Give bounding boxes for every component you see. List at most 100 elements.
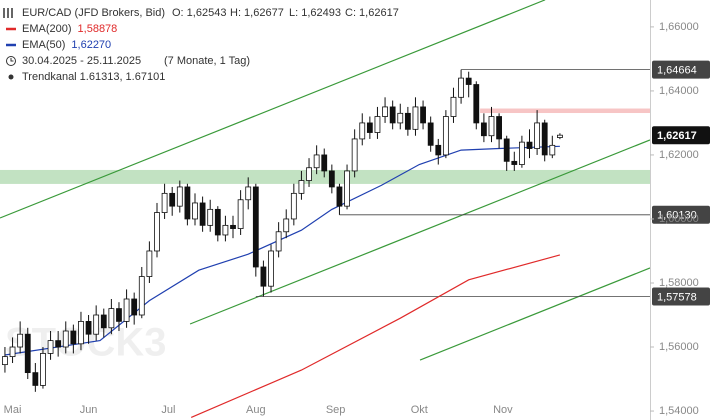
clock-icon	[6, 56, 16, 66]
candle-body	[290, 192, 297, 220]
candle-body	[450, 96, 457, 117]
candle-body	[541, 122, 548, 156]
candle-body	[283, 218, 290, 233]
candle-body	[534, 122, 541, 149]
last-price-label: 1,62617	[657, 130, 697, 142]
candle-body	[473, 84, 480, 124]
candle-body	[78, 321, 84, 345]
ema-line	[190, 254, 561, 418]
level-label: 1,60130	[657, 210, 697, 222]
period: 30.04.2025 - 25.11.2025	[22, 55, 141, 67]
candle-body	[526, 141, 533, 149]
candle-body	[131, 298, 138, 316]
candle-body	[366, 122, 373, 133]
candle-body	[237, 199, 244, 229]
candle-body	[214, 208, 221, 236]
legend-name: EMA(200)	[22, 23, 72, 35]
instrument: EUR/CAD (JFD Brokers, Bid)	[22, 7, 165, 19]
y-tick-label: 1,62000	[659, 149, 699, 161]
candle-body	[328, 170, 335, 188]
level-box	[652, 205, 710, 224]
candle-body	[549, 144, 556, 156]
candle-body	[123, 298, 130, 322]
candle-body	[420, 106, 426, 124]
candle-body	[458, 77, 464, 98]
candle-body	[351, 138, 358, 172]
candle-body	[207, 208, 214, 226]
candle-body	[24, 333, 31, 374]
candle-body	[511, 160, 518, 165]
candle-body	[519, 141, 525, 165]
candle-body	[17, 333, 24, 348]
candle-body	[40, 353, 46, 386]
legend-value: 1,58878	[78, 23, 118, 35]
legend-value: 1,62270	[71, 39, 111, 51]
candle-body	[100, 314, 107, 329]
candle-body	[192, 202, 198, 220]
x-tick-label: Jun	[80, 404, 98, 416]
candle-body	[260, 266, 267, 287]
candle-body	[389, 106, 396, 124]
plot-area: STOCK3	[0, 0, 650, 418]
legend-name: EMA(50)	[22, 39, 65, 51]
candle-body	[146, 250, 153, 277]
level-box	[652, 60, 710, 79]
candle-body	[268, 250, 274, 287]
candle-body	[404, 112, 411, 130]
x-tick-label: Sep	[326, 404, 346, 416]
legend-bg	[0, 2, 275, 84]
candle-body	[154, 212, 160, 252]
trend-line	[419, 267, 650, 361]
y-tick-label: 1,58000	[659, 277, 699, 289]
candle-body	[85, 321, 92, 335]
ohlc-value: C: 1,62617	[345, 7, 399, 19]
y-tick-label: 1,56000	[659, 341, 699, 353]
candle-body	[222, 224, 229, 236]
candle-body	[32, 372, 39, 386]
candle-body	[557, 134, 563, 138]
candle-body	[496, 116, 502, 140]
ohlc-value: L: 1,62493	[289, 7, 341, 19]
candle-body	[55, 340, 62, 348]
candle-body	[176, 186, 183, 207]
candle-body	[2, 356, 8, 366]
x-tick-label: Mai	[4, 404, 22, 416]
candle-body	[108, 308, 115, 329]
candle-body	[382, 106, 388, 117]
candle-body	[169, 192, 176, 207]
candle-body	[161, 192, 168, 213]
period-length: (7 Monate, 1 Tag)	[164, 55, 250, 67]
candle-body	[138, 276, 145, 316]
candle-body	[116, 308, 122, 322]
last-price-box	[652, 126, 710, 145]
x-tick-label: Aug	[246, 404, 266, 416]
y-tick-label: 1,66000	[659, 21, 699, 33]
candle-body	[275, 231, 282, 252]
candle-body	[70, 330, 77, 345]
candle-body	[252, 186, 259, 268]
zone	[0, 169, 650, 184]
level-box	[652, 287, 710, 306]
candle-body	[488, 116, 495, 137]
level-label: 1,57578	[657, 291, 697, 303]
x-tick-label: Jul	[161, 404, 175, 416]
candle-body	[374, 116, 381, 133]
candle-body	[184, 186, 191, 220]
candle-body	[442, 116, 449, 156]
candle-body	[245, 186, 252, 201]
trend-line	[0, 0, 546, 219]
candle-body	[62, 330, 69, 348]
candle-body	[321, 154, 328, 172]
candle-body	[435, 144, 442, 156]
clock-hands	[10, 58, 14, 62]
candle-body	[199, 202, 206, 226]
candle-body	[397, 112, 404, 124]
x-tick-label: Okt	[411, 404, 428, 416]
candle-body	[47, 340, 54, 354]
candle-body	[465, 77, 472, 85]
y-tick-label: 1,60000	[659, 213, 699, 225]
candle-body	[230, 224, 236, 229]
candle-body	[306, 167, 312, 181]
zone	[480, 108, 650, 114]
